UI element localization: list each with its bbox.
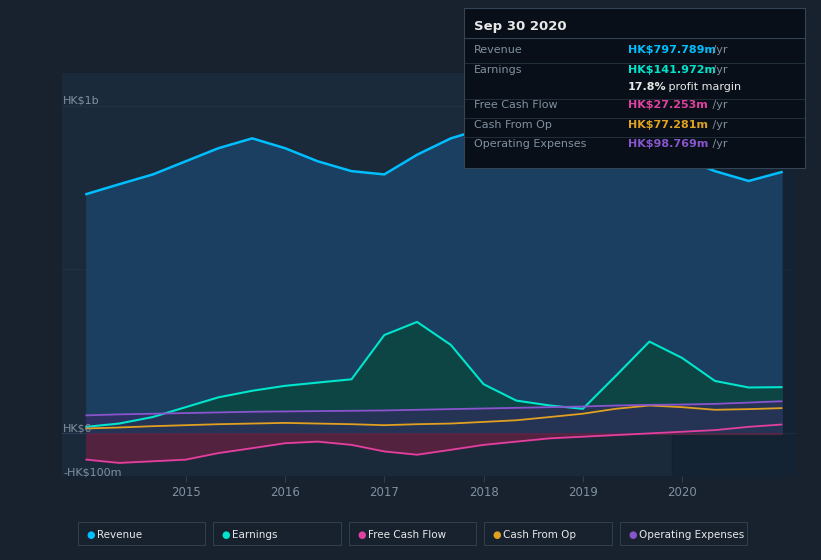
Text: Earnings: Earnings (232, 530, 277, 540)
Text: -HK$100m: -HK$100m (63, 468, 122, 478)
Text: /yr: /yr (709, 100, 727, 110)
Text: Sep 30 2020: Sep 30 2020 (474, 20, 566, 33)
Text: Earnings: Earnings (474, 65, 522, 75)
Text: ●: ● (222, 530, 230, 540)
Text: ●: ● (493, 530, 501, 540)
Text: HK$27.253m: HK$27.253m (628, 100, 708, 110)
Text: Revenue: Revenue (97, 530, 142, 540)
Text: /yr: /yr (709, 120, 727, 130)
Text: HK$1b: HK$1b (63, 96, 99, 106)
Text: Free Cash Flow: Free Cash Flow (368, 530, 446, 540)
Text: /yr: /yr (709, 65, 727, 75)
Text: ●: ● (357, 530, 365, 540)
Bar (672, 73, 796, 476)
Text: /yr: /yr (709, 45, 727, 55)
Text: Free Cash Flow: Free Cash Flow (474, 100, 557, 110)
Text: HK$141.972m: HK$141.972m (628, 65, 716, 75)
Text: ●: ● (628, 530, 636, 540)
Text: Revenue: Revenue (474, 45, 522, 55)
Text: 17.8%: 17.8% (628, 82, 667, 92)
Text: HK$98.769m: HK$98.769m (628, 139, 709, 150)
Text: ●: ● (86, 530, 94, 540)
Text: HK$0: HK$0 (63, 423, 93, 433)
Text: Operating Expenses: Operating Expenses (474, 139, 586, 150)
Text: /yr: /yr (709, 139, 727, 150)
Text: Operating Expenses: Operating Expenses (639, 530, 744, 540)
Text: Cash From Op: Cash From Op (503, 530, 576, 540)
Text: Cash From Op: Cash From Op (474, 120, 552, 130)
Text: HK$797.789m: HK$797.789m (628, 45, 716, 55)
Text: HK$77.281m: HK$77.281m (628, 120, 708, 130)
Text: profit margin: profit margin (665, 82, 741, 92)
